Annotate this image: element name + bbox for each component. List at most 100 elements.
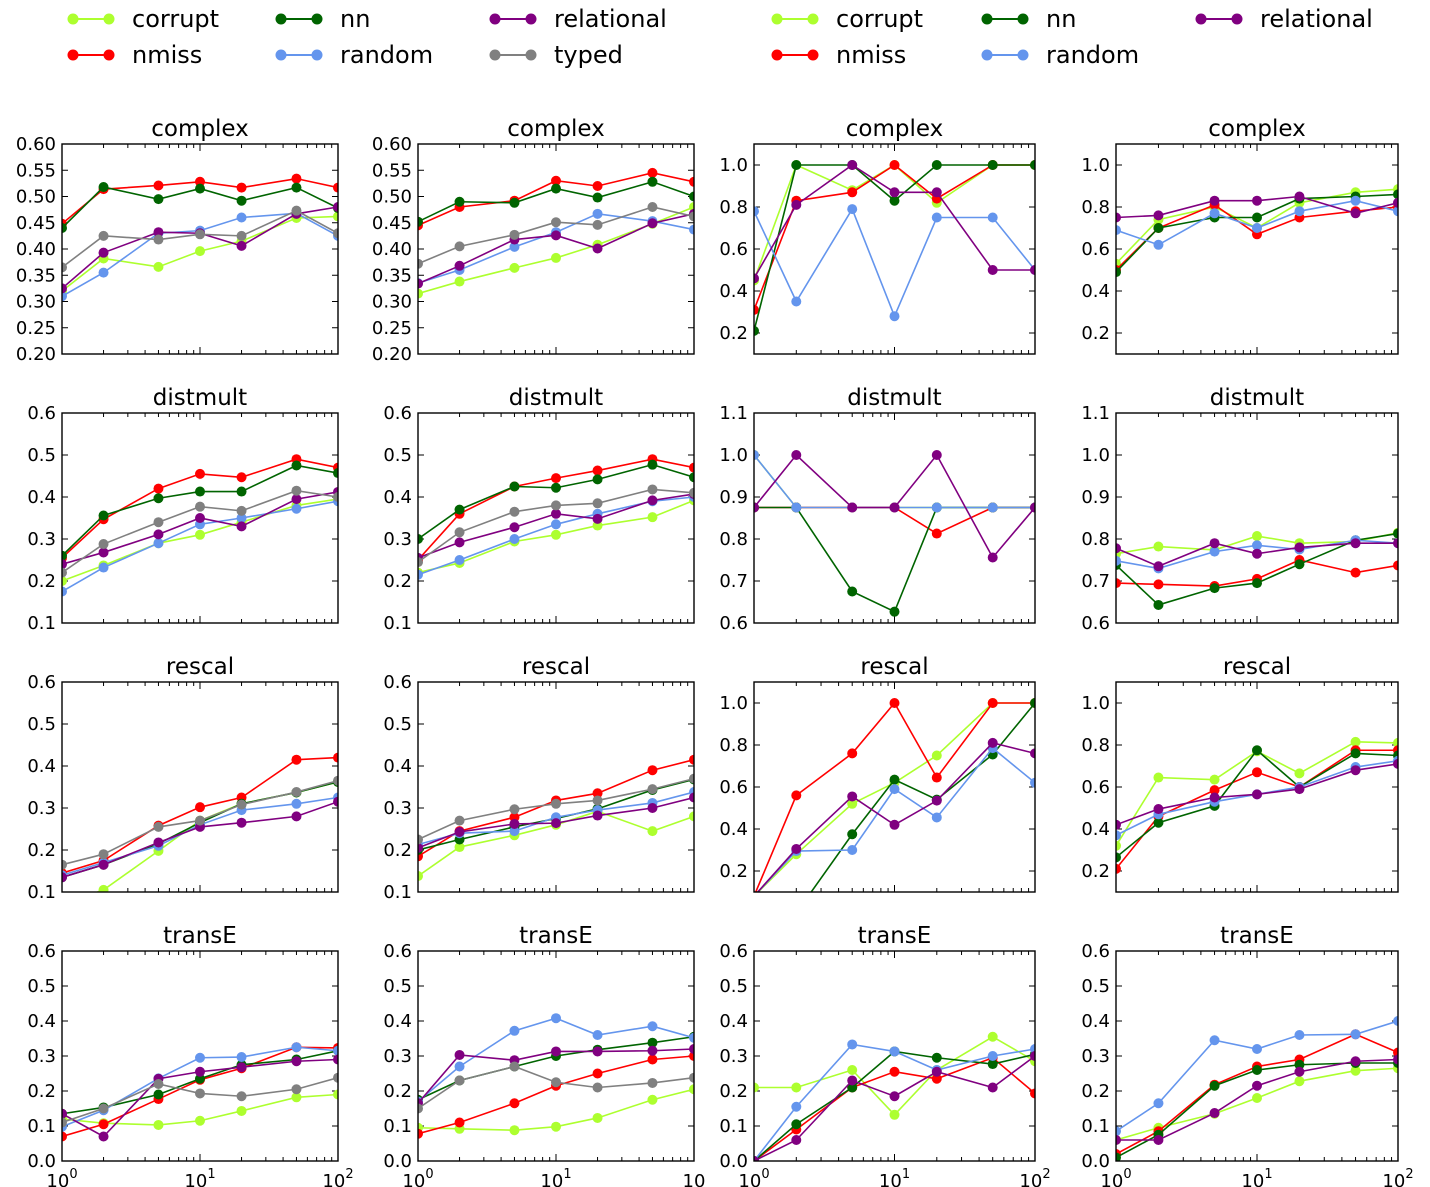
data-point — [236, 472, 247, 483]
data-point — [1153, 210, 1164, 221]
y-tick-label: 0.1 — [27, 613, 56, 634]
data-point — [509, 197, 520, 208]
data-point — [1252, 1065, 1262, 1075]
data-point — [98, 859, 109, 870]
legend-entry-relational: relational — [489, 5, 667, 33]
data-point — [847, 1039, 858, 1050]
data-point — [551, 1046, 561, 1057]
legend-label: corrupt — [836, 5, 923, 33]
data-point — [291, 1092, 302, 1103]
plot-area — [62, 173, 338, 302]
data-point — [454, 241, 465, 252]
data-point — [418, 834, 423, 845]
legend-label: corrupt — [132, 5, 219, 33]
y-tick-label: 0.20 — [372, 344, 412, 365]
data-point — [291, 173, 302, 184]
data-point — [1294, 1030, 1305, 1040]
data-point — [931, 1073, 942, 1084]
data-point — [333, 211, 338, 222]
plot-area — [418, 454, 694, 580]
data-point — [291, 503, 302, 514]
data-point — [1153, 223, 1164, 233]
data-point — [1116, 212, 1121, 223]
series-nmiss — [754, 698, 1035, 892]
data-point — [647, 167, 658, 178]
data-point — [418, 871, 423, 882]
data-point — [195, 529, 205, 540]
axes-frame — [61, 412, 339, 624]
y-tick-label: 0.4 — [1081, 281, 1110, 302]
data-point — [195, 1052, 205, 1063]
x-tick-label: 102 — [1019, 1167, 1050, 1187]
data-point — [689, 176, 694, 187]
data-point — [333, 1054, 338, 1065]
data-point — [592, 1046, 603, 1057]
data-point — [236, 486, 247, 497]
data-point — [1252, 195, 1262, 206]
y-tick-label: 0.6 — [383, 941, 412, 962]
data-point — [98, 1103, 109, 1114]
data-point — [754, 1082, 759, 1093]
plot-area — [418, 1013, 694, 1139]
legend-marker — [1017, 49, 1029, 61]
series-nn — [418, 176, 694, 227]
data-point — [333, 492, 338, 502]
data-point — [418, 842, 423, 853]
series-random — [418, 1013, 694, 1107]
data-point — [509, 506, 520, 517]
data-point — [418, 1103, 423, 1114]
data-point — [98, 1131, 109, 1142]
data-point — [98, 884, 109, 892]
data-point — [236, 240, 247, 251]
y-tick-label: 0.4 — [27, 1011, 56, 1032]
y-tick-label: 0.30 — [16, 292, 56, 313]
data-point — [889, 187, 900, 198]
y-tick-label: 0.2 — [719, 323, 748, 344]
data-point — [1252, 767, 1262, 778]
y-tick-label: 1.0 — [1081, 445, 1110, 466]
data-point — [647, 1037, 658, 1048]
y-tick-label: 0.2 — [27, 840, 56, 861]
data-point — [592, 498, 603, 509]
data-point — [1252, 548, 1262, 559]
data-point — [1252, 789, 1262, 800]
y-tick-label: 0.0 — [27, 1151, 56, 1172]
series-corrupt — [754, 698, 1035, 892]
legend-label: nmiss — [132, 41, 202, 69]
y-tick-label: 0.4 — [27, 756, 56, 777]
y-tick-label: 1.0 — [1081, 693, 1110, 714]
data-point — [551, 175, 561, 186]
data-point — [1116, 267, 1121, 278]
data-point — [592, 1082, 603, 1093]
legend-marker — [311, 13, 323, 25]
y-tick-label: 0.2 — [383, 840, 412, 861]
series-line — [754, 454, 1035, 509]
data-point — [889, 1066, 900, 1077]
data-point — [1209, 1080, 1220, 1091]
series-nn — [754, 160, 1035, 336]
data-point — [1350, 1029, 1361, 1040]
subplot-title: complex — [1208, 116, 1305, 142]
y-tick-label: 0.6 — [27, 403, 56, 424]
data-point — [647, 202, 658, 212]
y-tick-label: 0.2 — [1081, 1081, 1110, 1102]
y-tick-label: 0.4 — [1081, 1011, 1110, 1032]
data-point — [1294, 191, 1305, 202]
subplot-1-4: complex 0.2 0.4 0.6 0.8 1.0 — [1081, 116, 1399, 355]
data-point — [847, 1075, 858, 1086]
data-point — [551, 1013, 561, 1024]
plot-area — [1116, 527, 1398, 610]
data-point — [1209, 538, 1220, 549]
data-point — [592, 465, 603, 476]
data-point — [454, 1061, 465, 1072]
data-point — [987, 737, 998, 748]
legend-marker — [489, 13, 501, 25]
data-point — [1294, 1059, 1305, 1070]
y-tick-label: 0.8 — [1081, 529, 1110, 550]
data-point — [236, 1105, 247, 1116]
data-point — [62, 1108, 67, 1119]
legend-marker — [275, 13, 287, 25]
legend-entry-random: random — [275, 41, 433, 69]
y-tick-label: 0.6 — [719, 239, 748, 260]
